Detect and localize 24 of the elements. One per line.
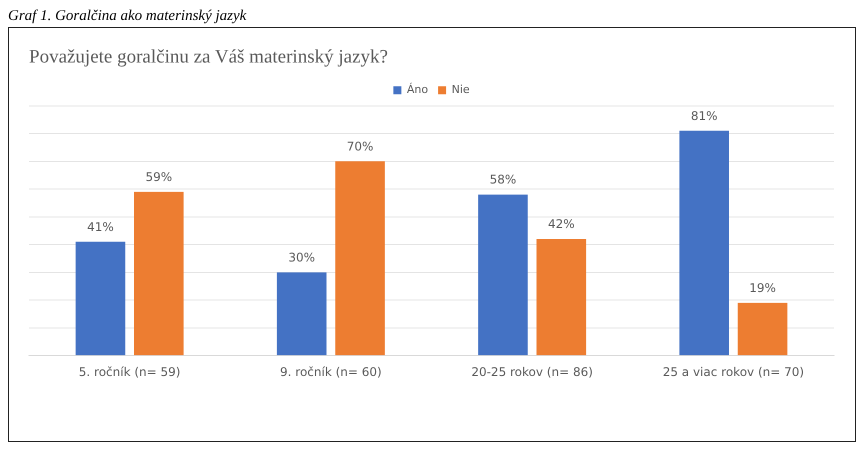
bar: [134, 192, 184, 356]
bar: [76, 242, 126, 356]
bar: [335, 161, 385, 356]
data-label: 42%: [548, 217, 575, 232]
chart-title: Považujete goralčinu za Váš materinský jazyk?: [29, 46, 388, 68]
bar: [478, 194, 528, 356]
bar: [738, 302, 788, 356]
bar: [679, 130, 729, 356]
x-tick-label: 9. ročník (n= 60): [280, 364, 382, 379]
data-label: 59%: [145, 170, 172, 184]
text: Graf 1. Goralčina ako materinský jazyk: [8, 8, 248, 25]
x-tick-label: 25 a viac rokov (n= 70): [662, 364, 804, 379]
data-label: 58%: [490, 172, 516, 187]
bar: [276, 272, 326, 356]
x-tick-label: 5. ročník (n= 59): [78, 364, 180, 379]
data-label: 19%: [749, 280, 776, 295]
legend-label: Nie: [452, 83, 470, 96]
bar: [536, 239, 586, 356]
legend-label: Áno: [406, 82, 428, 96]
data-label: 30%: [288, 250, 316, 264]
data-label: 81%: [690, 108, 718, 123]
x-tick-label: 20-25 rokov (n= 86): [471, 364, 593, 379]
data-label: 70%: [346, 139, 374, 154]
data-label: 41%: [87, 220, 114, 234]
